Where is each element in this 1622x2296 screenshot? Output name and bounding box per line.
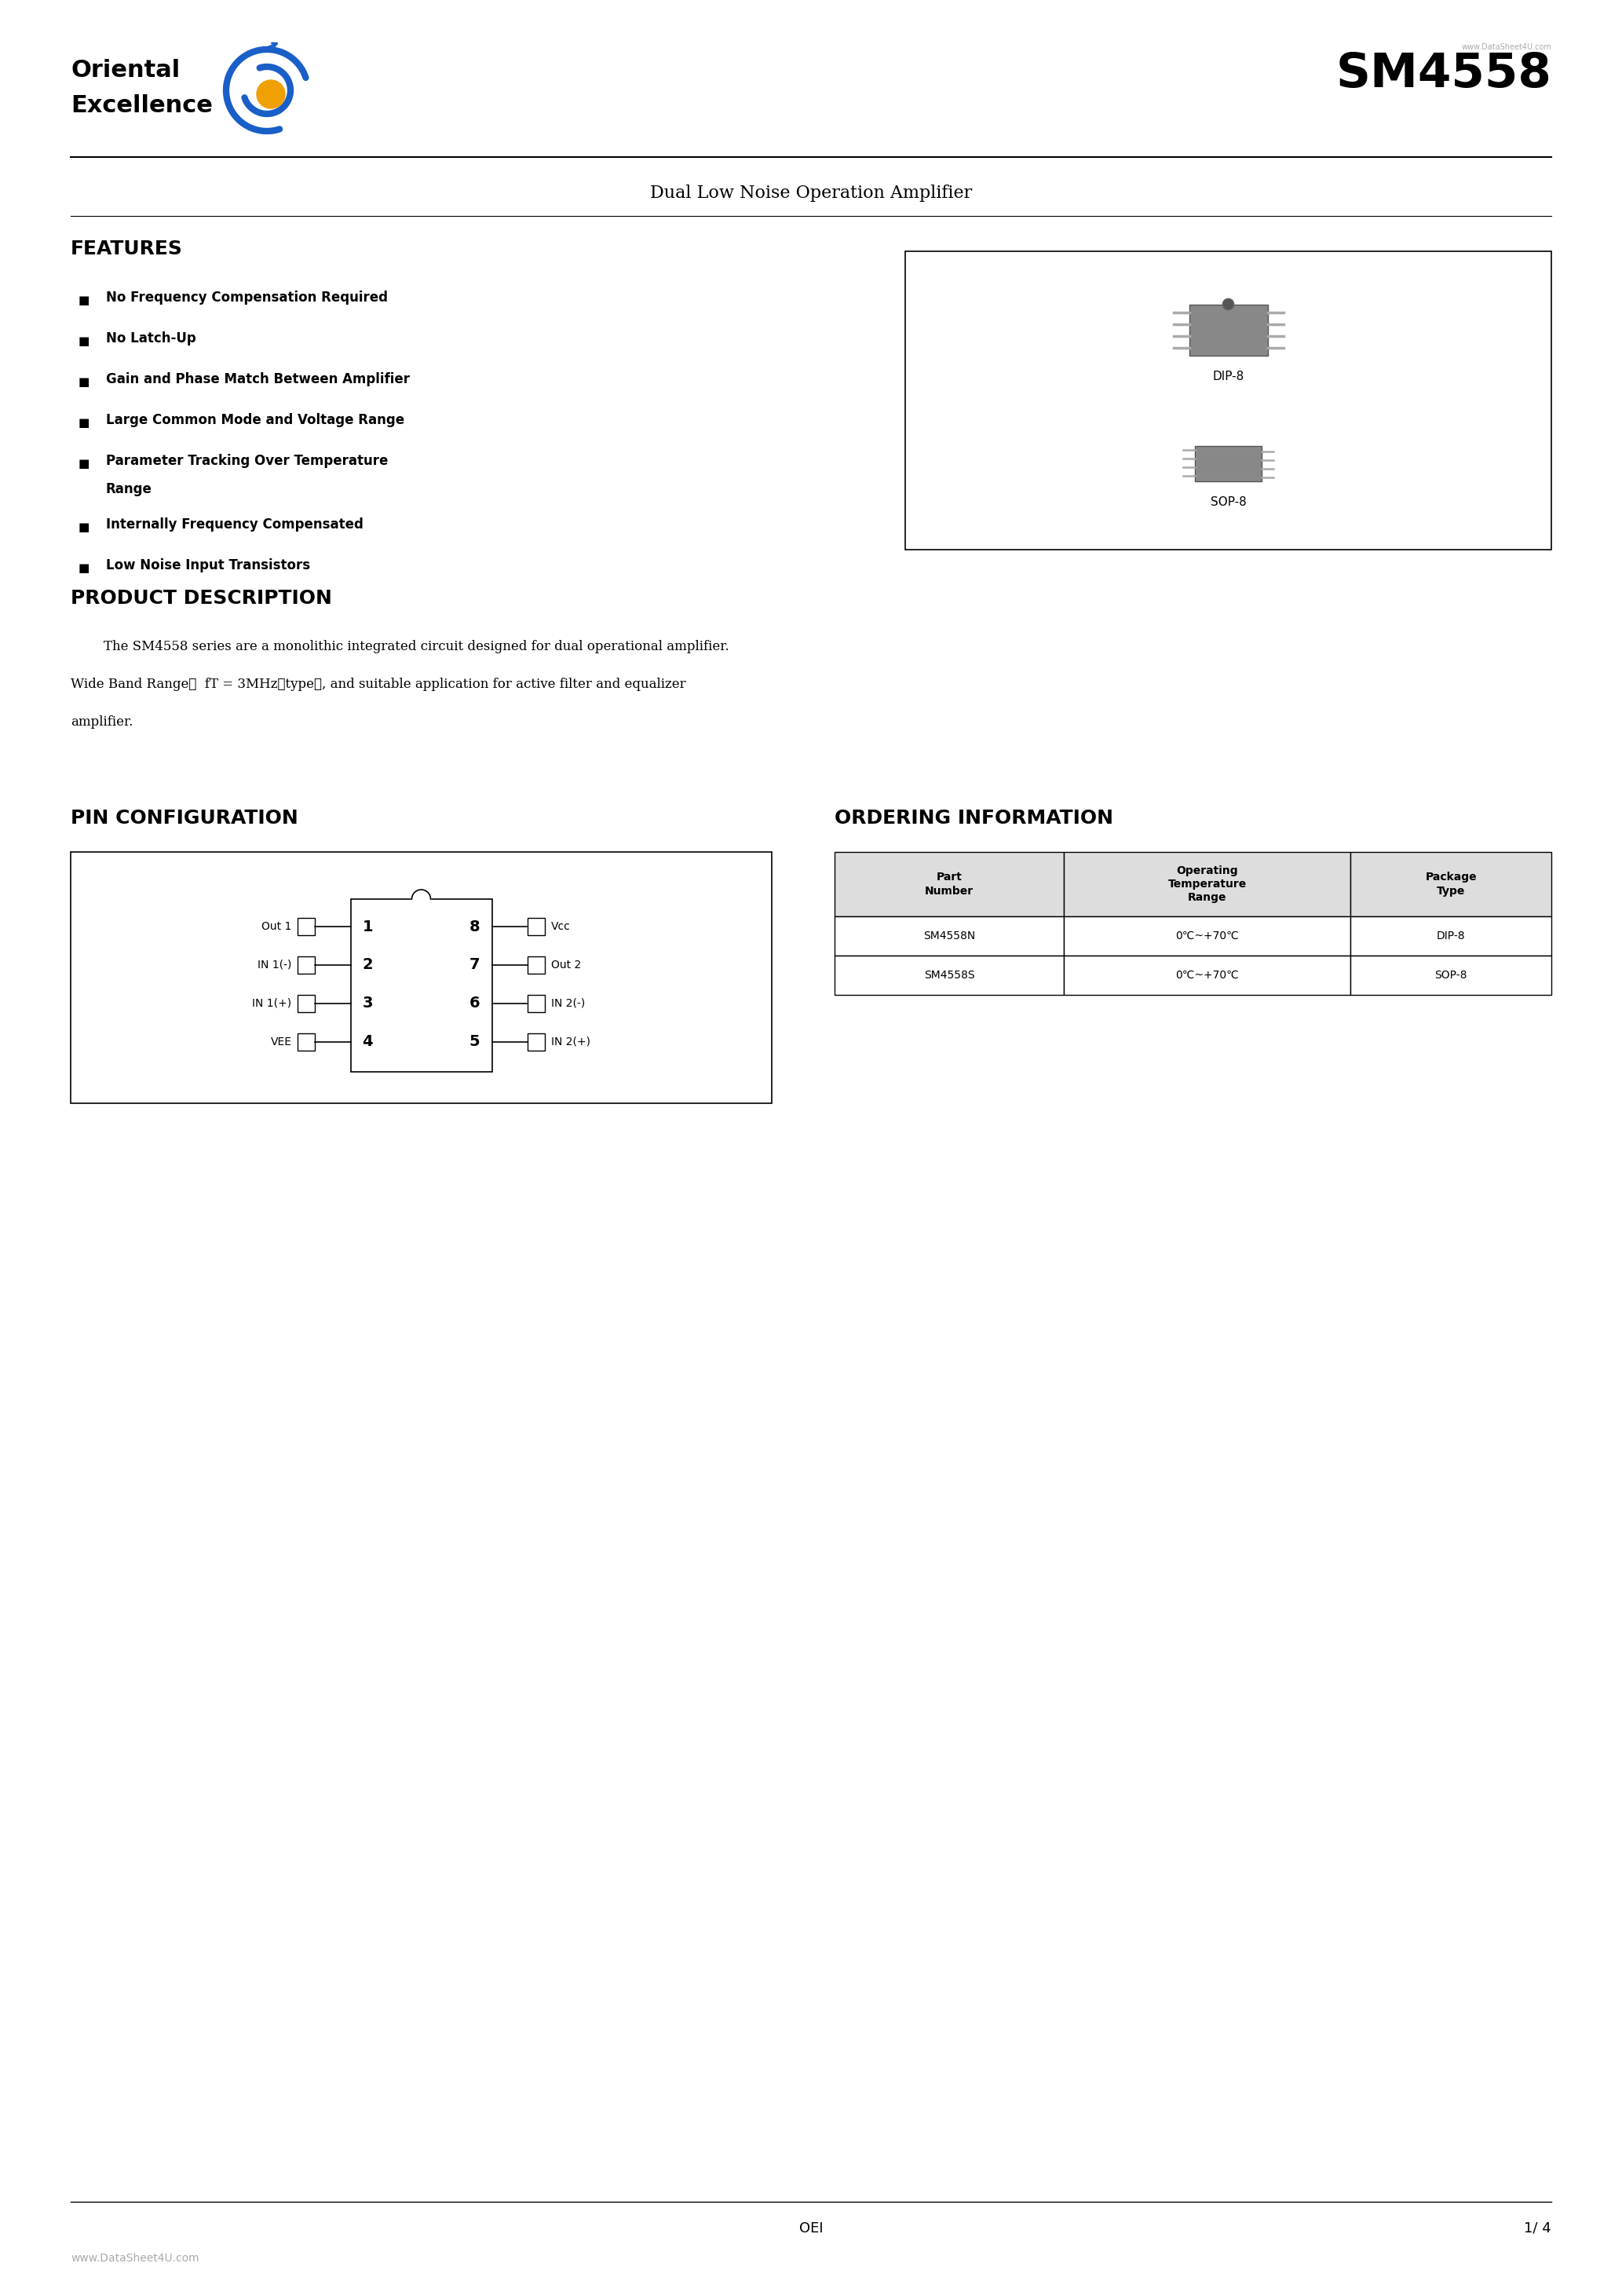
- Text: Package
Type: Package Type: [1426, 872, 1476, 895]
- FancyBboxPatch shape: [71, 852, 772, 1104]
- FancyBboxPatch shape: [298, 1033, 315, 1049]
- Text: 4: 4: [362, 1033, 373, 1049]
- Text: ■: ■: [78, 521, 89, 533]
- Text: ■: ■: [78, 294, 89, 305]
- Text: Part
Number: Part Number: [925, 872, 973, 895]
- Text: Out 2: Out 2: [551, 960, 581, 971]
- Text: IN 1(+): IN 1(+): [253, 999, 292, 1008]
- Text: Vcc: Vcc: [551, 921, 571, 932]
- FancyBboxPatch shape: [298, 918, 315, 934]
- FancyBboxPatch shape: [1064, 852, 1351, 916]
- Circle shape: [412, 889, 430, 909]
- Text: 0℃~+70℃: 0℃~+70℃: [1176, 930, 1239, 941]
- Text: 8: 8: [469, 918, 480, 934]
- Text: 1/ 4: 1/ 4: [1525, 2223, 1551, 2236]
- Text: 7: 7: [469, 957, 480, 974]
- FancyBboxPatch shape: [527, 957, 545, 974]
- Text: PIN CONFIGURATION: PIN CONFIGURATION: [71, 808, 298, 827]
- Text: SM4558S: SM4558S: [925, 969, 975, 980]
- Text: SOP-8: SOP-8: [1435, 969, 1468, 980]
- Text: 1: 1: [362, 918, 373, 934]
- FancyBboxPatch shape: [298, 957, 315, 974]
- Text: SM4558N: SM4558N: [923, 930, 975, 941]
- Text: Operating
Temperature
Range: Operating Temperature Range: [1168, 866, 1247, 902]
- Text: 3: 3: [362, 996, 373, 1010]
- Text: ■: ■: [78, 457, 89, 471]
- Text: amplifier.: amplifier.: [71, 716, 133, 728]
- Text: Wide Band Range：  fT = 3MHz（type）, and suitable application for active filter an: Wide Band Range： fT = 3MHz（type）, and su…: [71, 677, 686, 691]
- FancyBboxPatch shape: [905, 250, 1551, 549]
- Text: FEATURES: FEATURES: [71, 239, 183, 259]
- Text: ■: ■: [78, 418, 89, 429]
- Text: 2: 2: [362, 957, 373, 974]
- FancyBboxPatch shape: [527, 1033, 545, 1049]
- Text: Excellence: Excellence: [71, 94, 212, 117]
- FancyBboxPatch shape: [527, 918, 545, 934]
- Text: Internally Frequency Compensated: Internally Frequency Compensated: [105, 517, 363, 530]
- FancyBboxPatch shape: [298, 994, 315, 1013]
- FancyBboxPatch shape: [1351, 852, 1551, 916]
- Circle shape: [256, 80, 285, 108]
- Text: ■: ■: [78, 377, 89, 388]
- Text: Large Common Mode and Voltage Range: Large Common Mode and Voltage Range: [105, 413, 404, 427]
- Text: Parameter Tracking Over Temperature: Parameter Tracking Over Temperature: [105, 455, 388, 468]
- Text: The SM4558 series are a monolithic integrated circuit designed for dual operatio: The SM4558 series are a monolithic integ…: [71, 641, 728, 654]
- FancyBboxPatch shape: [835, 955, 1064, 994]
- FancyBboxPatch shape: [1195, 445, 1262, 480]
- Text: ■: ■: [78, 563, 89, 574]
- Text: No Frequency Compensation Required: No Frequency Compensation Required: [105, 292, 388, 305]
- Text: 5: 5: [469, 1033, 480, 1049]
- Circle shape: [1223, 298, 1234, 310]
- Text: DIP-8: DIP-8: [1213, 372, 1244, 383]
- Text: OEI: OEI: [800, 2223, 822, 2236]
- Text: SOP-8: SOP-8: [1210, 496, 1246, 507]
- Text: Oriental: Oriental: [71, 60, 180, 83]
- Text: www.DataSheet4U.com: www.DataSheet4U.com: [1461, 44, 1551, 51]
- Text: SM4558: SM4558: [1335, 51, 1551, 96]
- Text: 0℃~+70℃: 0℃~+70℃: [1176, 969, 1239, 980]
- FancyBboxPatch shape: [1351, 916, 1551, 955]
- Text: VEE: VEE: [271, 1035, 292, 1047]
- Text: PRODUCT DESCRIPTION: PRODUCT DESCRIPTION: [71, 588, 333, 608]
- Text: IN 2(+): IN 2(+): [551, 1035, 590, 1047]
- FancyBboxPatch shape: [835, 916, 1064, 955]
- Text: Range: Range: [105, 482, 152, 496]
- Text: No Latch-Up: No Latch-Up: [105, 331, 196, 344]
- FancyBboxPatch shape: [1064, 955, 1351, 994]
- Text: Dual Low Noise Operation Amplifier: Dual Low Noise Operation Amplifier: [650, 184, 972, 202]
- FancyBboxPatch shape: [1351, 955, 1551, 994]
- FancyBboxPatch shape: [350, 900, 491, 1072]
- Text: ■: ■: [78, 335, 89, 347]
- FancyBboxPatch shape: [835, 852, 1064, 916]
- FancyBboxPatch shape: [527, 994, 545, 1013]
- Text: DIP-8: DIP-8: [1437, 930, 1465, 941]
- FancyBboxPatch shape: [1064, 916, 1351, 955]
- Text: Gain and Phase Match Between Amplifier: Gain and Phase Match Between Amplifier: [105, 372, 410, 386]
- Text: ORDERING INFORMATION: ORDERING INFORMATION: [835, 808, 1113, 827]
- Text: IN 2(-): IN 2(-): [551, 999, 584, 1008]
- Text: IN 1(-): IN 1(-): [258, 960, 292, 971]
- Text: www.DataSheet4U.com: www.DataSheet4U.com: [71, 2252, 200, 2264]
- Text: Out 1: Out 1: [261, 921, 292, 932]
- FancyBboxPatch shape: [1189, 305, 1267, 356]
- Text: 6: 6: [469, 996, 480, 1010]
- Text: Low Noise Input Transistors: Low Noise Input Transistors: [105, 558, 310, 572]
